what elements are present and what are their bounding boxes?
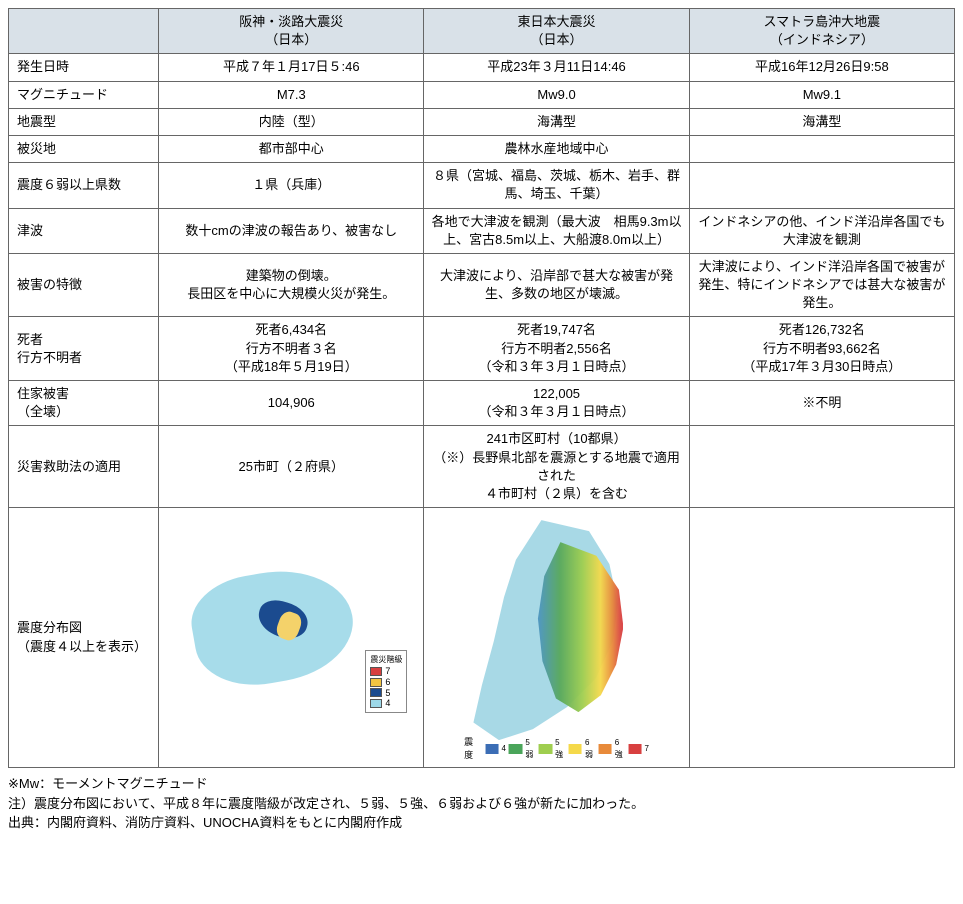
data-cell: 建築物の倒壊。長田区を中心に大規模火災が発生。 (159, 253, 424, 317)
data-cell: 大津波により、インド洋沿岸各国で被害が発生、特にインドネシアでは甚大な被害が発生… (689, 253, 954, 317)
row-label-map: 震度分布図（震度４以上を表示） (9, 508, 159, 768)
header-col3: スマトラ島沖大地震（インドネシア） (689, 9, 954, 54)
data-cell: 122,005（令和３年３月１日時点） (424, 381, 689, 426)
data-cell: 大津波により、沿岸部で甚大な被害が発生、多数の地区が壊滅。 (424, 253, 689, 317)
row-label: 発生日時 (9, 54, 159, 81)
data-cell: 死者19,747名行方不明者2,556名（令和３年３月１日時点） (424, 317, 689, 381)
data-cell: １県（兵庫） (159, 163, 424, 208)
row-label: 死者行方不明者 (9, 317, 159, 381)
data-cell: ８県（宮城、福島、茨城、栃木、岩手、群馬、埼玉、千葉） (424, 163, 689, 208)
row-label: 被災地 (9, 135, 159, 162)
header-col1: 阪神・淡路大震災（日本） (159, 9, 424, 54)
data-cell: 内陸（型） (159, 108, 424, 135)
note-scale: 注）震度分布図において、平成８年に震度階級が改定され、５弱、５強、６弱および６強… (8, 794, 955, 814)
legend-tohoku: 震度45弱5強6弱6強7 (464, 736, 649, 761)
data-cell: M7.3 (159, 81, 424, 108)
row-label: 震度６弱以上県数 (9, 163, 159, 208)
data-cell: 平成23年３月11日14:46 (424, 54, 689, 81)
data-cell (689, 163, 954, 208)
data-cell: 241市区町村（10都県）（※）長野県北部を震源とする地震で適用された４市町村（… (424, 426, 689, 508)
data-cell: 海溝型 (689, 108, 954, 135)
row-label: 住家被害（全壊） (9, 381, 159, 426)
data-cell: 死者6,434名行方不明者３名（平成18年５月19日） (159, 317, 424, 381)
header-col2: 東日本大震災（日本） (424, 9, 689, 54)
row-label: 津波 (9, 208, 159, 253)
data-cell: 各地で大津波を観測（最大波 相馬9.3m以上、宮古8.5m以上、大船渡8.0m以… (424, 208, 689, 253)
data-cell: ※不明 (689, 381, 954, 426)
data-cell: Mw9.1 (689, 81, 954, 108)
data-cell: 死者126,732名行方不明者93,662名（平成17年３月30日時点） (689, 317, 954, 381)
data-cell: 104,906 (159, 381, 424, 426)
note-mw: ※Mw：モーメントマグニチュード (8, 774, 955, 794)
row-label: 被害の特徴 (9, 253, 159, 317)
data-cell: 平成７年１月17日５:46 (159, 54, 424, 81)
data-cell: 海溝型 (424, 108, 689, 135)
seismic-map-tohoku: 震度45弱5強6弱6強7 (424, 508, 689, 768)
data-cell: 25市町（２府県） (159, 426, 424, 508)
earthquake-comparison-table: 阪神・淡路大震災（日本） 東日本大震災（日本） スマトラ島沖大地震（インドネシア… (8, 8, 955, 768)
row-label: マグニチュード (9, 81, 159, 108)
data-cell: 数十cmの津波の報告あり、被害なし (159, 208, 424, 253)
legend-hanshin: 震災階級7654 (365, 650, 407, 713)
row-label: 地震型 (9, 108, 159, 135)
data-cell: 平成16年12月26日9:58 (689, 54, 954, 81)
note-source: 出典：内閣府資料、消防庁資料、UNOCHA資料をもとに内閣府作成 (8, 813, 955, 833)
data-cell: 都市部中心 (159, 135, 424, 162)
data-cell: インドネシアの他、インド洋沿岸各国でも大津波を観測 (689, 208, 954, 253)
data-cell (689, 135, 954, 162)
seismic-map-sumatra (689, 508, 954, 768)
header-blank (9, 9, 159, 54)
seismic-map-hanshin: 震災階級7654 (159, 508, 424, 768)
data-cell: Mw9.0 (424, 81, 689, 108)
data-cell (689, 426, 954, 508)
footnotes: ※Mw：モーメントマグニチュード 注）震度分布図において、平成８年に震度階級が改… (8, 774, 955, 833)
data-cell: 農林水産地域中心 (424, 135, 689, 162)
row-label: 災害救助法の適用 (9, 426, 159, 508)
